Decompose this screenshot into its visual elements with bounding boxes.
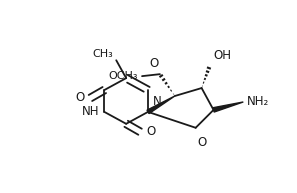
Text: O: O — [150, 57, 159, 70]
Text: OCH₃: OCH₃ — [109, 71, 138, 81]
Text: O: O — [75, 91, 84, 104]
Text: OH: OH — [214, 49, 232, 62]
Text: N: N — [153, 95, 162, 108]
Polygon shape — [213, 102, 243, 112]
Text: NH: NH — [82, 105, 99, 118]
Text: O: O — [198, 136, 207, 149]
Text: O: O — [146, 125, 155, 138]
Polygon shape — [147, 96, 175, 114]
Text: CH₃: CH₃ — [92, 49, 113, 59]
Text: NH₂: NH₂ — [247, 96, 270, 108]
